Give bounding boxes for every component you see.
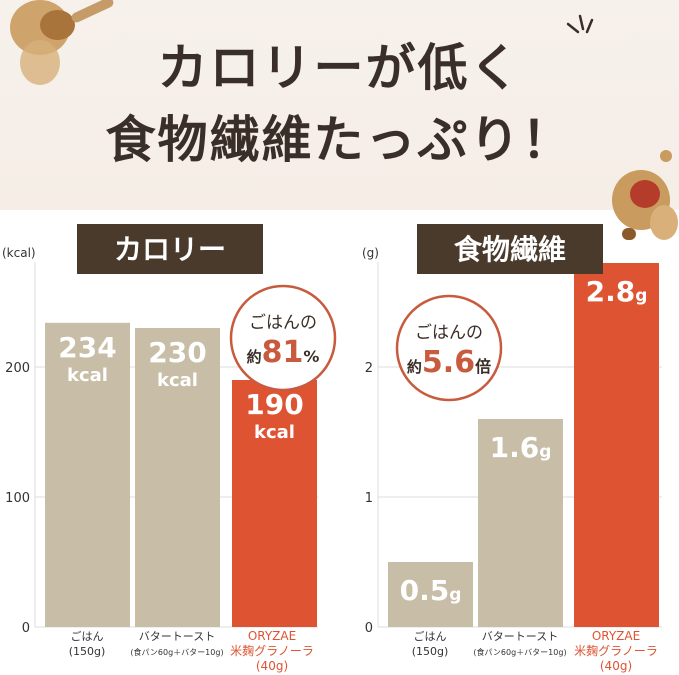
bar-1-0 (388, 562, 473, 627)
data-label-1-0: 0.5g (400, 574, 462, 607)
data-label-unit-0-0: kcal (67, 365, 108, 386)
y-tick-label-1-1: 1 (365, 491, 373, 506)
data-label-value-0-2: 190 (245, 388, 303, 421)
header-background (0, 0, 679, 210)
y-tick-label-1-0: 0 (365, 621, 373, 636)
callout-circle-0 (229, 284, 337, 392)
category-label-line1-1-1: バタートースト (482, 630, 558, 643)
category-label-line3-1-2: (40g) (600, 659, 632, 673)
callout-line1-1: ごはんの (415, 323, 483, 343)
chart-title-0: カロリー (114, 233, 226, 266)
callout-value-0: 約81% (247, 335, 320, 370)
callout-line1-0: ごはんの (249, 313, 317, 333)
category-label-line1-1-2: ORYZAE (592, 629, 640, 643)
category-label-line2-0-2: 米麹グラノーラ (230, 643, 314, 658)
data-label-value-0-0: 234 (58, 331, 116, 364)
callout-circle-1 (395, 294, 503, 402)
sparkle-icon (566, 14, 594, 34)
bar-1-1 (478, 419, 563, 627)
y-tick-label-0-2: 200 (5, 361, 30, 376)
chart-title-1: 食物繊維 (454, 233, 566, 266)
category-label-line1-0-1: バタートースト (139, 630, 215, 643)
data-label-unit-0-1: kcal (157, 370, 198, 391)
y-tick-label-1-2: 2 (365, 361, 373, 376)
data-label-1-1: 1.6g (490, 431, 552, 464)
category-label-line1-0-2: ORYZAE (248, 629, 296, 643)
chart-title-box-1 (417, 224, 603, 274)
category-label-line2-1-2: 米麹グラノーラ (574, 643, 658, 658)
chart-title-box-0 (77, 224, 263, 274)
y-axis-label-0: (kcal) (2, 246, 36, 260)
y-tick-label-0-0: 0 (22, 621, 30, 636)
category-label-line2-0-0: (150g) (69, 645, 106, 658)
y-tick-label-0-1: 100 (5, 491, 30, 506)
category-label-line3-0-2: (40g) (256, 659, 288, 673)
bar-0-2 (232, 380, 317, 627)
y-axis-label-1: (g) (362, 246, 379, 260)
headline-line-1: カロリーが低く (157, 39, 522, 97)
category-label-line2-0-1: (食パン60g＋バター10g) (130, 647, 223, 657)
category-label-line2-1-1: (食パン60g＋バター10g) (473, 647, 566, 657)
data-label-value-0-1: 230 (148, 336, 206, 369)
callout-value-1: 約5.6倍 (407, 345, 491, 380)
data-label-1-2: 2.8g (586, 275, 648, 308)
bar-1-2 (574, 263, 659, 627)
bar-0-1 (135, 328, 220, 627)
data-label-unit-0-2: kcal (254, 422, 295, 443)
category-label-line1-1-0: ごはん (414, 629, 447, 643)
headline-line-2: 食物繊維たっぷり！ (105, 111, 574, 169)
bar-0-0 (45, 322, 130, 627)
category-label-line1-0-0: ごはん (71, 629, 104, 643)
category-label-line2-1-0: (150g) (412, 645, 449, 658)
